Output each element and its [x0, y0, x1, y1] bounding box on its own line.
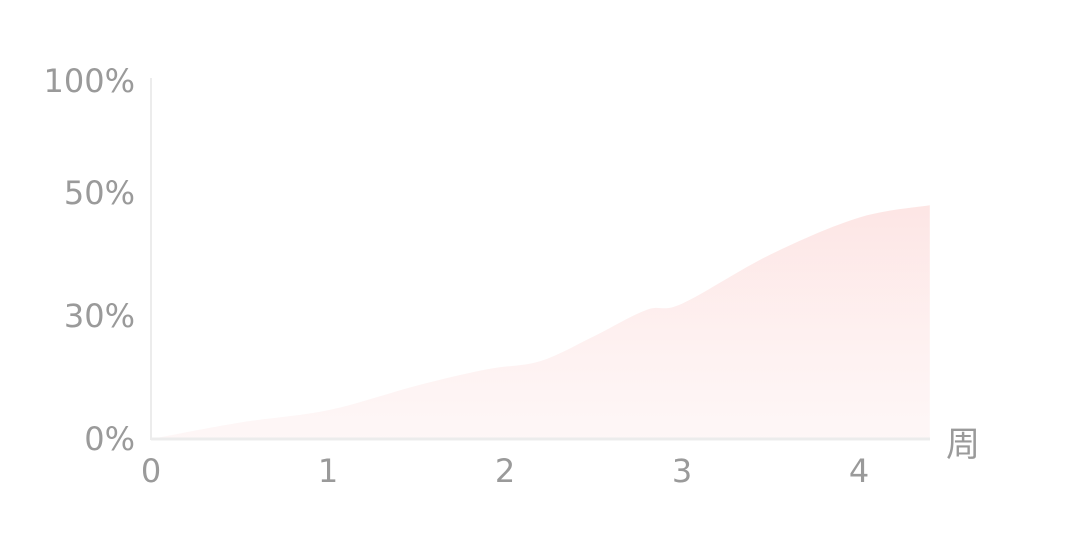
area-series-0 [151, 205, 930, 439]
x-tick-label: 4 [849, 452, 869, 490]
y-tick-label: 100% [44, 62, 135, 100]
area-layer [151, 205, 930, 439]
y-tick-label: 0% [84, 420, 135, 458]
y-tick-label: 30% [64, 297, 135, 335]
x-tick-label: 3 [672, 452, 692, 490]
y-tick-labels: 0% 30% 50% 100% [44, 62, 135, 458]
x-tick-labels: 0 1 2 3 4 [141, 452, 869, 490]
x-tick-label: 2 [495, 452, 515, 490]
x-tick-label: 0 [141, 452, 161, 490]
x-axis-label: 周 [946, 425, 980, 465]
x-tick-label: 1 [318, 452, 338, 490]
y-tick-label: 50% [64, 174, 135, 212]
